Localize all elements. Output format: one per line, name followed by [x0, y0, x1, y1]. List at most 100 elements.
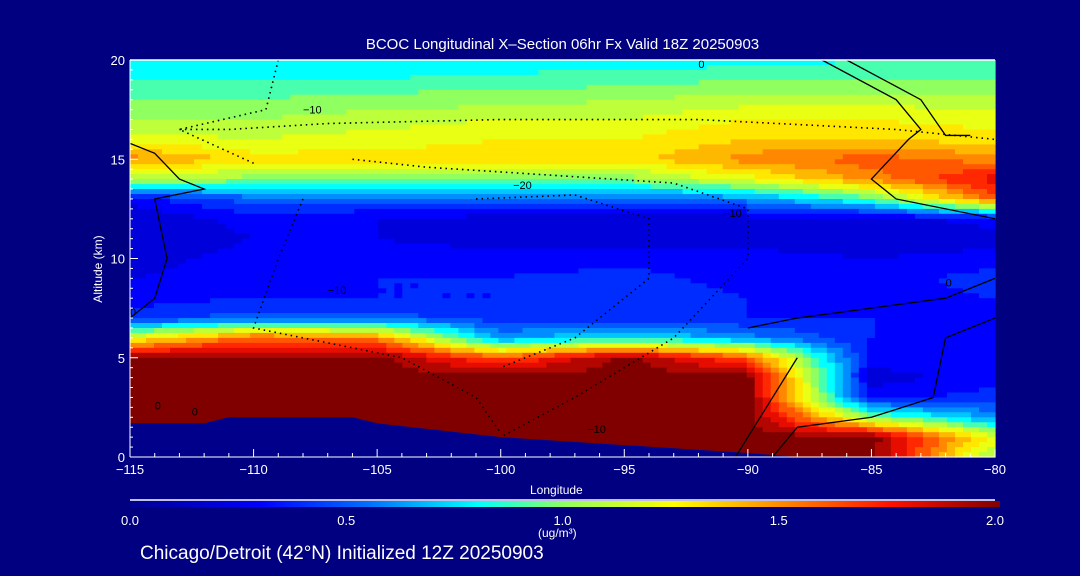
- heatmap-cell: [362, 238, 371, 245]
- heatmap-cell: [138, 199, 147, 205]
- heatmap-cell: [146, 258, 155, 265]
- heatmap-cell: [554, 124, 564, 131]
- heatmap-cell: [522, 233, 532, 240]
- heatmap-cell: [162, 159, 171, 165]
- heatmap-cell: [738, 134, 748, 140]
- heatmap-cell: [498, 208, 507, 215]
- heatmap-cell: [530, 154, 540, 160]
- heatmap-cell: [474, 179, 483, 185]
- heatmap-cell: [210, 189, 219, 195]
- heatmap-cell: [842, 99, 852, 106]
- heatmap-cell: [282, 223, 291, 230]
- heatmap-cell: [498, 223, 507, 230]
- heatmap-cell: [979, 139, 988, 145]
- heatmap-cell: [242, 99, 251, 106]
- heatmap-cell: [146, 169, 155, 175]
- heatmap-cell: [602, 174, 612, 180]
- heatmap-cell: [306, 268, 315, 274]
- heatmap-cell: [834, 149, 844, 155]
- heatmap-cell: [634, 124, 644, 131]
- heatmap-cell: [979, 253, 988, 260]
- heatmap-cell: [466, 69, 475, 76]
- heatmap-cell: [738, 65, 748, 71]
- heatmap-cell: [378, 258, 387, 265]
- heatmap-cell: [730, 104, 740, 111]
- heatmap-cell: [778, 263, 788, 270]
- heatmap-cell: [955, 159, 964, 165]
- heatmap-cell: [938, 149, 948, 155]
- heatmap-cell: [538, 134, 548, 140]
- heatmap-cell: [850, 268, 860, 274]
- heatmap-cell: [338, 139, 347, 145]
- heatmap-cell: [979, 79, 988, 86]
- heatmap-cell: [618, 189, 628, 195]
- heatmap-cell: [434, 248, 443, 255]
- heatmap-cell: [394, 208, 403, 215]
- heatmap-cell: [762, 69, 772, 76]
- heatmap-cell: [138, 89, 147, 96]
- heatmap-cell: [130, 278, 139, 284]
- heatmap-cell: [570, 144, 580, 150]
- heatmap-cell: [154, 174, 163, 180]
- heatmap-cell: [546, 199, 556, 205]
- heatmap-cell: [562, 218, 572, 225]
- heatmap-cell: [810, 119, 820, 126]
- heatmap-cell: [626, 60, 636, 66]
- heatmap-cell: [706, 94, 716, 101]
- heatmap-cell: [594, 134, 604, 140]
- heatmap-cell: [658, 99, 668, 106]
- heatmap-cell: [186, 124, 195, 131]
- heatmap-cell: [698, 258, 708, 265]
- heatmap-cell: [330, 213, 339, 220]
- heatmap-cell: [418, 218, 427, 225]
- heatmap-cell: [458, 60, 467, 66]
- heatmap-cell: [658, 94, 668, 101]
- heatmap-cell: [442, 268, 451, 274]
- heatmap-cell: [626, 114, 636, 121]
- heatmap-cell: [858, 258, 868, 265]
- heatmap-cell: [642, 94, 652, 101]
- heatmap-cell: [394, 213, 403, 220]
- heatmap-cell: [922, 119, 932, 126]
- heatmap-cell: [971, 273, 980, 279]
- heatmap-cell: [658, 179, 668, 185]
- heatmap-cell: [834, 69, 844, 76]
- heatmap-cell: [866, 273, 876, 279]
- heatmap-cell: [874, 134, 884, 140]
- heatmap-cell: [882, 213, 892, 220]
- heatmap-cell: [979, 258, 988, 265]
- heatmap-cell: [442, 169, 451, 175]
- heatmap-cell: [850, 228, 860, 235]
- heatmap-cell: [290, 79, 299, 86]
- heatmap-cell: [130, 104, 139, 111]
- heatmap-cell: [330, 94, 339, 101]
- heatmap-cell: [530, 69, 540, 76]
- heatmap-cell: [290, 144, 299, 150]
- heatmap-cell: [722, 179, 732, 185]
- heatmap-cell: [914, 144, 924, 150]
- heatmap-cell: [290, 99, 299, 106]
- heatmap-cell: [874, 258, 884, 265]
- heatmap-cell: [410, 283, 419, 289]
- heatmap-cell: [570, 129, 580, 136]
- heatmap-cell: [186, 114, 195, 121]
- heatmap-cell: [890, 139, 900, 145]
- heatmap-cell: [410, 99, 419, 106]
- heatmap-cell: [362, 179, 371, 185]
- heatmap-cell: [442, 134, 451, 140]
- heatmap-cell: [858, 208, 868, 215]
- heatmap-cell: [874, 233, 884, 240]
- heatmap-cell: [914, 104, 924, 111]
- heatmap-cell: [706, 228, 716, 235]
- heatmap-cell: [242, 104, 251, 111]
- heatmap-cell: [418, 134, 427, 140]
- heatmap-cell: [922, 273, 932, 279]
- heatmap-cell: [186, 149, 195, 155]
- heatmap-cell: [882, 258, 892, 265]
- heatmap-cell: [722, 253, 732, 260]
- heatmap-cell: [842, 228, 852, 235]
- heatmap-cell: [650, 189, 660, 195]
- heatmap-cell: [402, 139, 411, 145]
- heatmap-cell: [794, 273, 804, 279]
- heatmap-cell: [730, 60, 740, 66]
